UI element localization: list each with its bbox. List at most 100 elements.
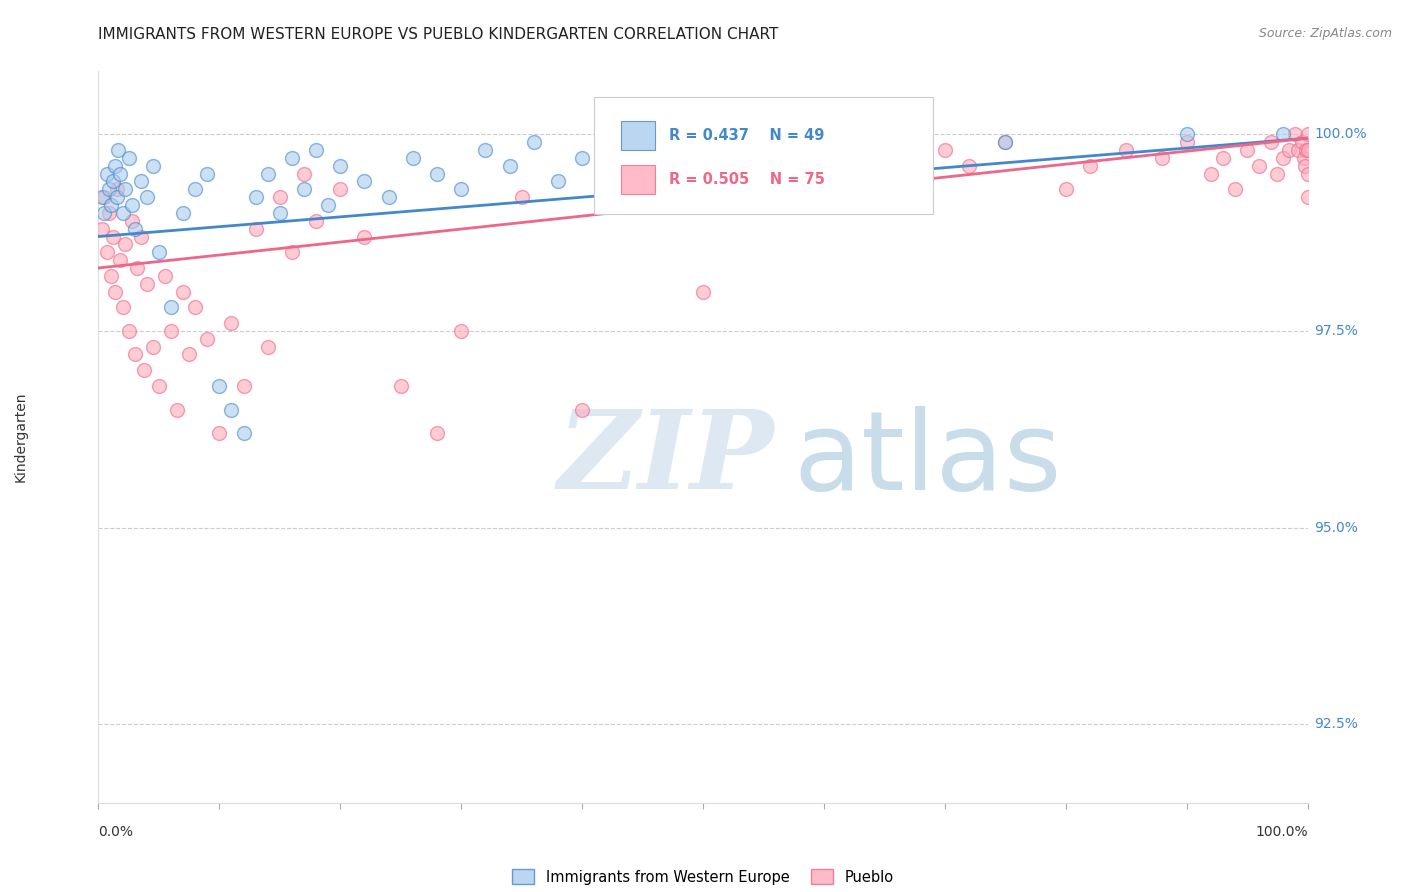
Point: [129, 174, 152, 188]
Point: [256, 167, 278, 181]
Point: [134, 363, 156, 377]
Point: [232, 379, 254, 393]
Point: [105, 190, 128, 204]
Point: [104, 159, 127, 173]
Point: [1212, 151, 1234, 165]
Point: [813, 190, 835, 204]
Point: [1294, 159, 1316, 173]
Point: [957, 159, 980, 173]
Point: [1278, 143, 1301, 157]
Point: [118, 151, 141, 165]
Point: [813, 143, 835, 157]
Point: [1260, 135, 1282, 149]
Point: [245, 221, 267, 235]
Text: Kindergarten: Kindergarten: [14, 392, 28, 483]
Point: [184, 301, 207, 315]
Point: [269, 206, 291, 220]
Point: [135, 277, 157, 291]
Point: [245, 190, 267, 204]
Point: [96, 245, 118, 260]
Point: [329, 182, 352, 196]
Point: [1296, 143, 1319, 157]
Point: [994, 135, 1017, 149]
Point: [101, 174, 124, 188]
Text: 100.0%: 100.0%: [1256, 825, 1308, 839]
Point: [124, 221, 146, 235]
FancyBboxPatch shape: [595, 97, 932, 214]
Point: [281, 245, 304, 260]
Point: [498, 159, 520, 173]
Point: [142, 340, 165, 354]
Point: [127, 260, 149, 275]
Point: [281, 151, 304, 165]
Text: 100.0%: 100.0%: [1315, 128, 1367, 141]
Point: [1291, 135, 1313, 149]
Point: [108, 253, 131, 268]
Point: [98, 206, 121, 220]
Point: [148, 379, 170, 393]
Point: [135, 190, 157, 204]
Point: [98, 182, 121, 196]
Point: [108, 167, 131, 181]
Text: 97.5%: 97.5%: [1315, 324, 1358, 338]
Point: [121, 214, 143, 228]
Point: [329, 159, 352, 173]
Point: [305, 214, 328, 228]
Point: [305, 143, 328, 157]
Legend: Immigrants from Western Europe, Pueblo: Immigrants from Western Europe, Pueblo: [506, 863, 900, 890]
Point: [389, 379, 412, 393]
Point: [232, 426, 254, 441]
Point: [269, 190, 291, 204]
Point: [1296, 128, 1319, 142]
Point: [208, 426, 231, 441]
Point: [426, 426, 449, 441]
Point: [692, 285, 714, 299]
Point: [172, 206, 194, 220]
Point: [1272, 128, 1295, 142]
Point: [450, 182, 472, 196]
Point: [1296, 167, 1319, 181]
Point: [631, 159, 654, 173]
Point: [571, 151, 593, 165]
Point: [353, 174, 375, 188]
Point: [100, 268, 122, 283]
Point: [1292, 151, 1315, 165]
Point: [105, 182, 128, 196]
Point: [1249, 159, 1271, 173]
Point: [124, 347, 146, 361]
Point: [1272, 151, 1295, 165]
Point: [93, 190, 115, 204]
Point: [1223, 182, 1246, 196]
Point: [292, 167, 315, 181]
Text: atlas: atlas: [793, 406, 1062, 513]
Point: [166, 402, 188, 417]
Point: [148, 245, 170, 260]
Point: [107, 143, 129, 157]
Point: [93, 206, 115, 220]
Point: [1286, 143, 1309, 157]
Point: [129, 229, 152, 244]
Point: [91, 190, 114, 204]
Point: [101, 229, 124, 244]
Point: [111, 301, 134, 315]
Point: [1267, 167, 1289, 181]
Point: [1115, 143, 1137, 157]
Point: [195, 332, 218, 346]
Point: [692, 167, 714, 181]
Point: [160, 301, 183, 315]
Point: [571, 402, 593, 417]
Point: [994, 135, 1017, 149]
Text: 95.0%: 95.0%: [1315, 521, 1358, 534]
Point: [114, 182, 136, 196]
Text: IMMIGRANTS FROM WESTERN EUROPE VS PUEBLO KINDERGARTEN CORRELATION CHART: IMMIGRANTS FROM WESTERN EUROPE VS PUEBLO…: [98, 27, 779, 42]
Point: [142, 159, 165, 173]
Text: 92.5%: 92.5%: [1315, 717, 1358, 731]
Point: [1175, 135, 1198, 149]
Point: [96, 167, 118, 181]
Point: [172, 285, 194, 299]
Point: [221, 316, 243, 330]
Point: [1175, 128, 1198, 142]
Text: R = 0.505    N = 75: R = 0.505 N = 75: [669, 172, 825, 187]
Point: [221, 402, 243, 417]
Point: [1078, 159, 1101, 173]
